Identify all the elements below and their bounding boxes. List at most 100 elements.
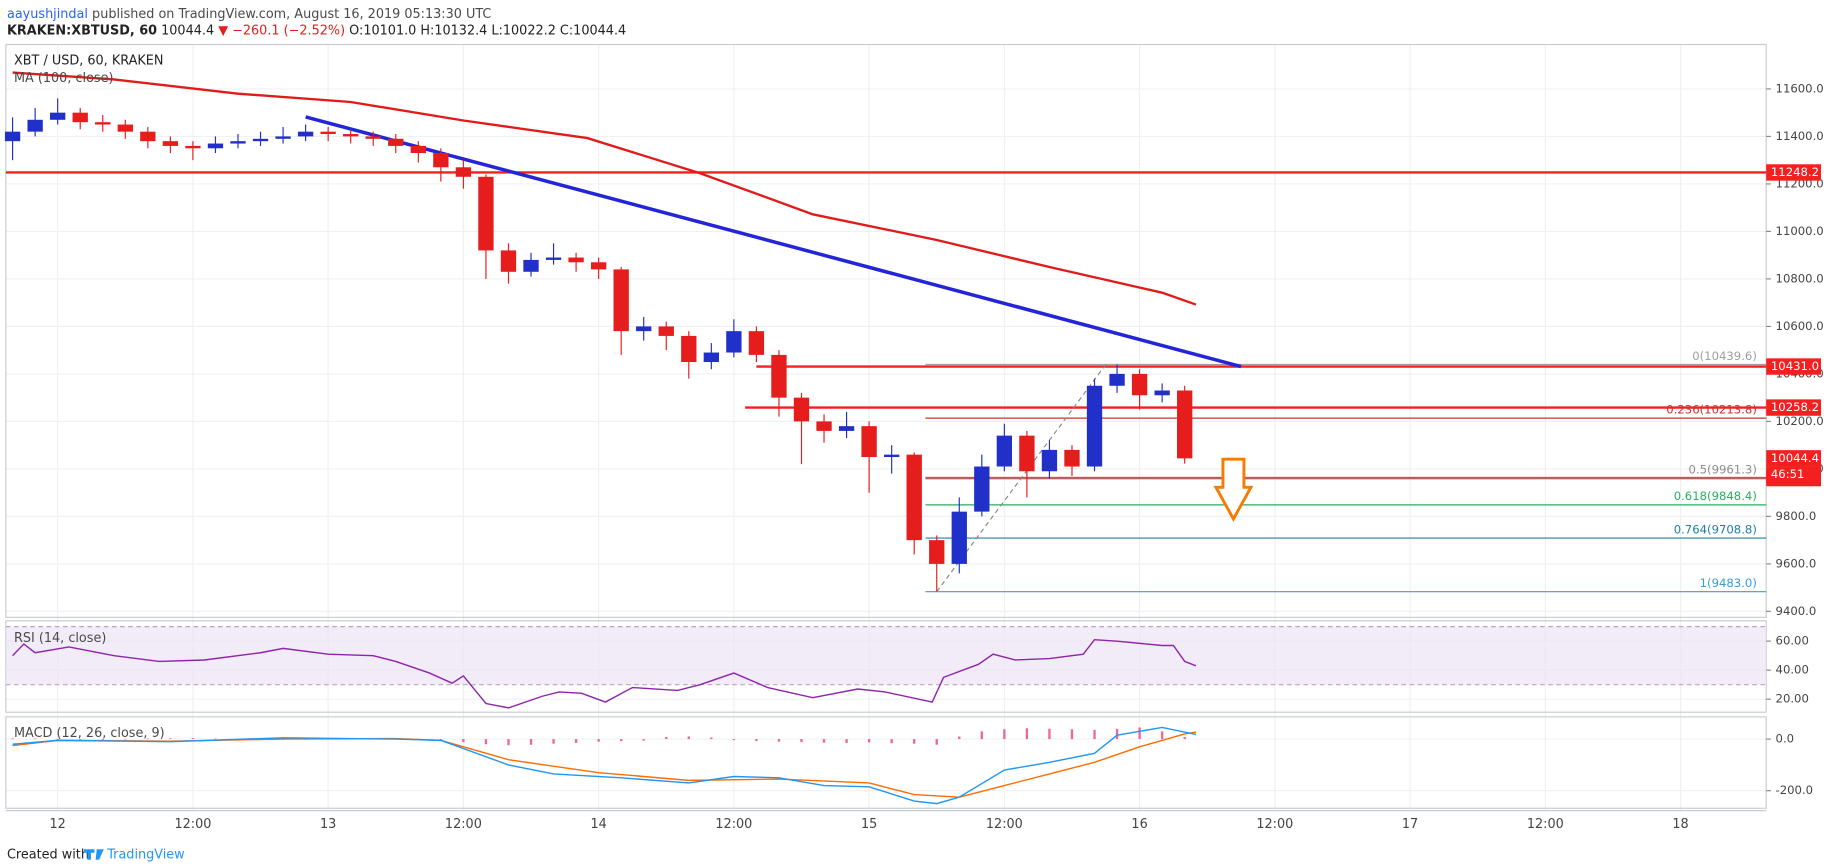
candle-body <box>816 421 832 431</box>
candle-body <box>1131 373 1148 396</box>
header-line: aayushjindal published on TradingView.co… <box>7 7 491 22</box>
candle-body <box>455 167 472 177</box>
y-tick-label: 20.00 <box>1776 692 1809 706</box>
y-tick-label: 11600.0 <box>1776 81 1824 95</box>
candle-body <box>658 326 674 336</box>
candle-body <box>500 250 517 272</box>
macd-histogram-bar <box>687 736 690 740</box>
candle-body <box>568 257 584 263</box>
last-price-box <box>1766 450 1822 467</box>
macd-histogram-bar <box>574 739 578 743</box>
candle-body <box>252 138 269 142</box>
macd-histogram-bar <box>214 738 217 740</box>
macd-histogram-bar <box>146 738 149 740</box>
candle-body <box>275 136 291 139</box>
x-tick-label: 12 <box>50 817 66 832</box>
macd-histogram-bar <box>484 739 488 745</box>
fib-anchor <box>936 364 1107 593</box>
candle-body <box>95 122 111 125</box>
macd-histogram-bar <box>755 739 758 742</box>
macd-histogram-bar <box>507 739 510 746</box>
main-pane <box>5 43 1767 618</box>
candle-body <box>117 124 133 132</box>
y-tick-label: 40.00 <box>1776 663 1809 677</box>
x-tick-label: 12:00 <box>715 817 752 832</box>
x-tick-label: 12:00 <box>445 817 482 832</box>
footer-created: Created with <box>7 848 89 863</box>
macd-histogram-bar <box>845 739 848 743</box>
change: ▼ −260.1 (−2.52%) <box>218 23 345 38</box>
trend-line <box>305 115 1242 369</box>
candle-body <box>951 511 967 564</box>
macd-histogram-bar <box>913 739 916 744</box>
y-tick-label: 10600.0 <box>1776 319 1824 333</box>
candle-body <box>343 134 359 137</box>
macd-histogram-bar <box>79 739 82 740</box>
macd-histogram-bar <box>33 738 37 740</box>
candle-body <box>433 153 449 168</box>
candle-body <box>771 354 787 398</box>
grid <box>5 44 1767 811</box>
candle-body <box>297 131 314 137</box>
candle-body <box>929 540 945 564</box>
candle-body <box>72 112 88 123</box>
candle-body <box>140 131 156 142</box>
level-label-text: 10431.0 <box>1771 359 1819 373</box>
candle-body <box>230 141 246 144</box>
fib-label: 0(10439.6) <box>1692 349 1757 363</box>
candle-body <box>793 397 810 422</box>
macd-histogram-bar <box>101 739 104 740</box>
candle-body <box>545 257 562 260</box>
level-label-box <box>1766 358 1822 375</box>
candle-body <box>1064 449 1080 467</box>
macd-histogram-bar <box>169 738 172 740</box>
level-label-box <box>1766 164 1822 181</box>
candle-body <box>410 145 426 154</box>
y-tick-label: 10200.0 <box>1776 414 1824 428</box>
rsi-line <box>12 638 1197 709</box>
macd-histogram-bar <box>1003 729 1006 740</box>
x-tick-label: 16 <box>1131 817 1147 832</box>
published: published on TradingView.com, August 16,… <box>92 7 491 22</box>
macd-histogram-bar <box>980 731 983 740</box>
y-tick-label: 9600.0 <box>1776 556 1817 570</box>
y-tick-label: 11000.0 <box>1776 224 1824 238</box>
candle-body <box>906 454 922 541</box>
footer-brand[interactable]: TradingView <box>106 848 184 863</box>
x-tick-label: 14 <box>590 817 606 832</box>
candle-body <box>365 136 381 139</box>
y-tick-label: 9400.0 <box>1776 604 1817 618</box>
down-arrow <box>1213 457 1254 522</box>
candle-body <box>162 141 179 146</box>
level-label-text: 10258.2 <box>1771 400 1819 414</box>
level-label-text: 11248.2 <box>1771 165 1819 179</box>
x-tick-label: 12:00 <box>1527 817 1564 832</box>
fib-label: 0.236(10213.8) <box>1666 402 1757 416</box>
plot: 12 12:00 13 12:00 14 12:00 15 12:00 16 12:00 17 12:… <box>4 71 1824 832</box>
candle-body <box>523 259 539 272</box>
author[interactable]: aayushjindal <box>7 7 88 22</box>
candle-body <box>974 466 990 512</box>
ohlc: O:10101.0 H:10132.4 L:10022.2 C:10044.4 <box>349 23 626 38</box>
macd-histogram-bar <box>529 739 533 745</box>
y-tick-label: 11400.0 <box>1776 129 1824 143</box>
macd-histogram-bar <box>124 738 127 740</box>
macd-histogram-bar <box>732 739 736 741</box>
macd-histogram-bar <box>800 739 803 743</box>
y-tick-label: -200.0 <box>1776 783 1814 797</box>
macd-legend: MACD (12, 26, close, 9) <box>14 726 165 741</box>
macd-histogram-bar <box>462 739 465 743</box>
macd-histogram-bar <box>1093 729 1096 740</box>
x-tick-label: 12:00 <box>1256 817 1293 832</box>
countdown-text: 46:51 <box>1771 467 1805 481</box>
candle-body <box>1019 435 1035 472</box>
candle-body <box>996 435 1013 467</box>
macd-histogram-bar <box>1070 729 1074 740</box>
macd-histogram-bar <box>11 738 14 740</box>
last-price-header: 10044.4 <box>161 23 214 38</box>
last-price-text: 10044.4 <box>1771 451 1819 465</box>
macd-histogram-bar <box>1160 731 1164 740</box>
candle-body <box>1041 449 1058 472</box>
ma-legend: MA (100, close) <box>14 71 113 86</box>
